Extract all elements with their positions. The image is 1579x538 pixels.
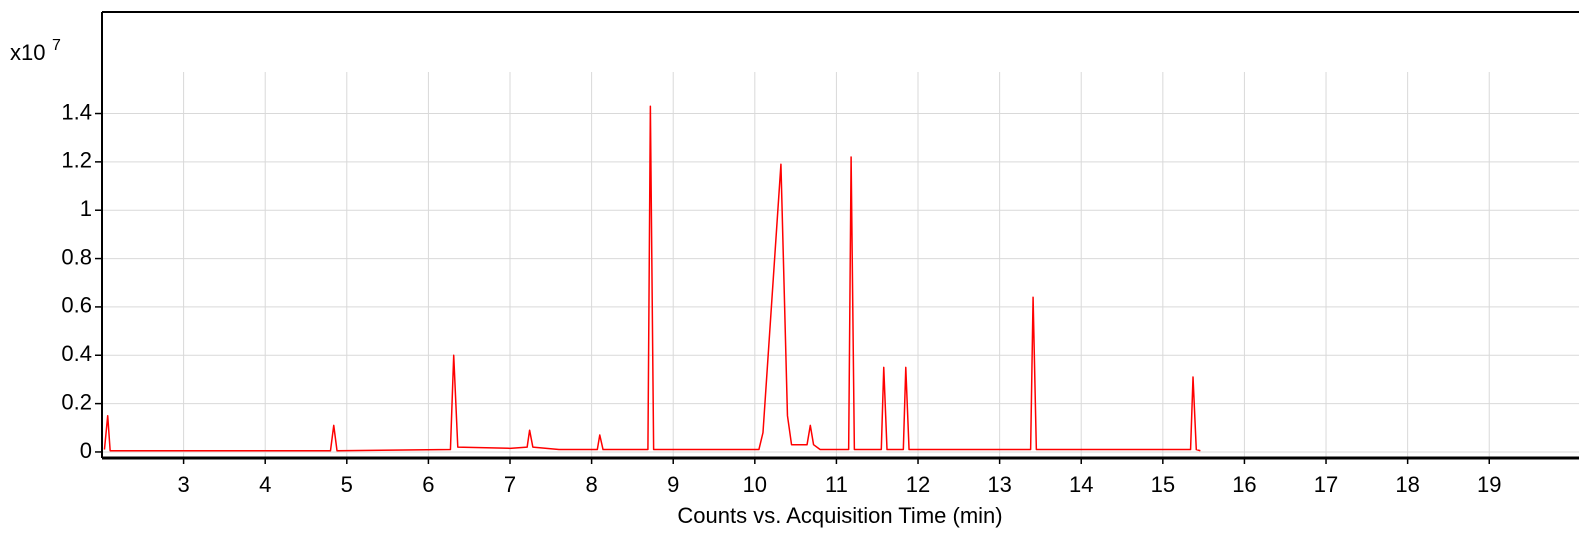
x-tick-label: 9 (667, 472, 679, 497)
y-tick-label: 0 (80, 438, 92, 463)
x-tick-label: 14 (1069, 472, 1093, 497)
x-tick-label: 8 (585, 472, 597, 497)
x-tick-label: 15 (1151, 472, 1175, 497)
x-tick-label: 10 (743, 472, 767, 497)
y-tick-label: 1.2 (61, 148, 92, 173)
y-tick-label: 1.4 (61, 99, 92, 124)
x-tick-label: 5 (341, 472, 353, 497)
y-tick-label: 0.8 (61, 244, 92, 269)
x-tick-label: 12 (906, 472, 930, 497)
x-tick-label: 19 (1477, 472, 1501, 497)
x-tick-label: 6 (422, 472, 434, 497)
x-tick-label: 17 (1314, 472, 1338, 497)
x-tick-label: 3 (177, 472, 189, 497)
y-tick-label: 0.6 (61, 293, 92, 318)
trace (103, 105, 1201, 452)
y-scale-exponent: 7 (52, 37, 61, 54)
y-scale-base: x10 (10, 40, 45, 65)
x-tick-label: 13 (987, 472, 1011, 497)
y-tick-label: 0.2 (61, 389, 92, 414)
x-tick-label: 11 (825, 472, 848, 497)
x-tick-label: 16 (1232, 472, 1256, 497)
x-tick-label: 4 (259, 472, 271, 497)
x-tick-label: 7 (504, 472, 516, 497)
x-tick-label: 18 (1395, 472, 1419, 497)
x-axis-label: Counts vs. Acquisition Time (min) (677, 503, 1002, 528)
y-tick-label: 0.4 (61, 341, 92, 366)
y-tick-label: 1 (80, 196, 92, 221)
